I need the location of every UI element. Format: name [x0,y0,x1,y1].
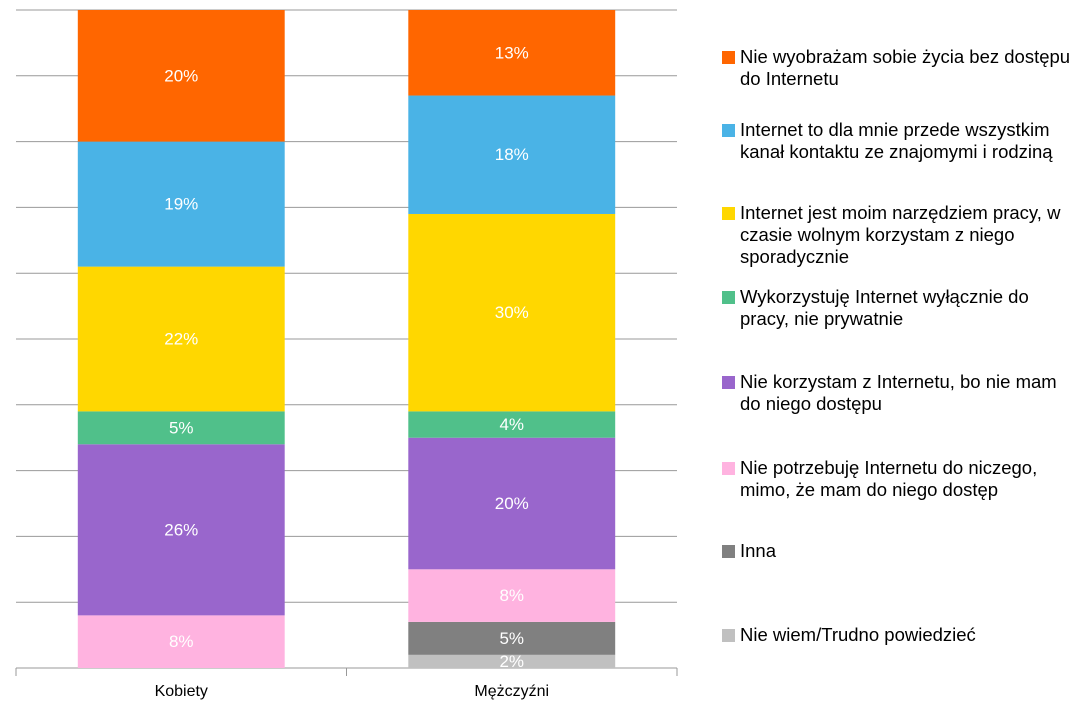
legend-label: Nie korzystam z Internetu, bo nie mam do… [740,371,1057,414]
x-tick-label: Mężczyźni [474,683,549,700]
bar-segment [408,437,616,570]
legend-item: Inna [722,540,1082,562]
bar-segment [77,141,285,267]
data-label: 5% [169,418,194,437]
legend-swatch [722,462,735,475]
legend-swatch [722,629,735,642]
legend-item: Nie wyobrażam sobie życia bez dostępu do… [722,46,1082,90]
legend-label: Wykorzystuję Internet wyłącznie do pracy… [740,286,1029,329]
data-label: 26% [164,520,198,539]
data-label: 20% [164,66,198,85]
data-label: 19% [164,195,198,214]
data-label: 20% [495,494,529,513]
data-label: 2% [499,652,524,671]
legend-item: Nie potrzebuję Internetu do niczego, mim… [722,457,1082,501]
data-label: 5% [499,629,524,648]
legend-item: Nie korzystam z Internetu, bo nie mam do… [722,371,1082,415]
bar-segment [408,621,616,655]
legend-label: Nie wiem/Trudno powiedzieć [740,624,976,645]
legend-label: Internet jest moim narzędziem pracy, w c… [740,202,1061,267]
bar-segment [408,569,616,622]
data-label: 18% [495,145,529,164]
bar-segment [408,411,616,438]
legend-item: Internet to dla mnie przede wszystkim ka… [722,119,1082,163]
legend-label: Internet to dla mnie przede wszystkim ka… [740,119,1053,162]
data-label: 22% [164,329,198,348]
bar-segment [77,411,285,445]
bar-segment [77,444,285,616]
bar-segment [408,10,616,96]
legend-item: Internet jest moim narzędziem pracy, w c… [722,202,1082,268]
legend-item: Nie wiem/Trudno powiedzieć [722,624,1082,646]
data-label: 30% [495,303,529,322]
bar-segment [408,213,616,412]
bar-segment [77,266,285,412]
x-tick-label: Kobiety [155,683,208,700]
data-label: 8% [169,632,194,651]
bar-segment [408,654,616,668]
legend-swatch [722,124,735,137]
legend-swatch [722,376,735,389]
chart: Kobiety 8% 26% 5% 22% 19% 20% Mężczyźni 2% 5% 8% 20… [15,9,678,700]
bar-segment [77,10,285,142]
bar-segment [77,615,285,668]
legend-label: Nie wyobrażam sobie życia bez dostępu do… [740,46,1071,89]
bar-segment [408,95,616,214]
data-label: 13% [495,43,529,62]
legend-swatch [722,291,735,304]
data-label: 4% [499,415,524,434]
legend-swatch [722,545,735,558]
legend-label: Inna [740,540,777,561]
legend-item: Wykorzystuję Internet wyłącznie do pracy… [722,286,1082,330]
data-label: 8% [499,586,524,605]
legend-swatch [722,207,735,220]
legend-swatch [722,51,735,64]
legend-label: Nie potrzebuję Internetu do niczego, mim… [740,457,1038,500]
